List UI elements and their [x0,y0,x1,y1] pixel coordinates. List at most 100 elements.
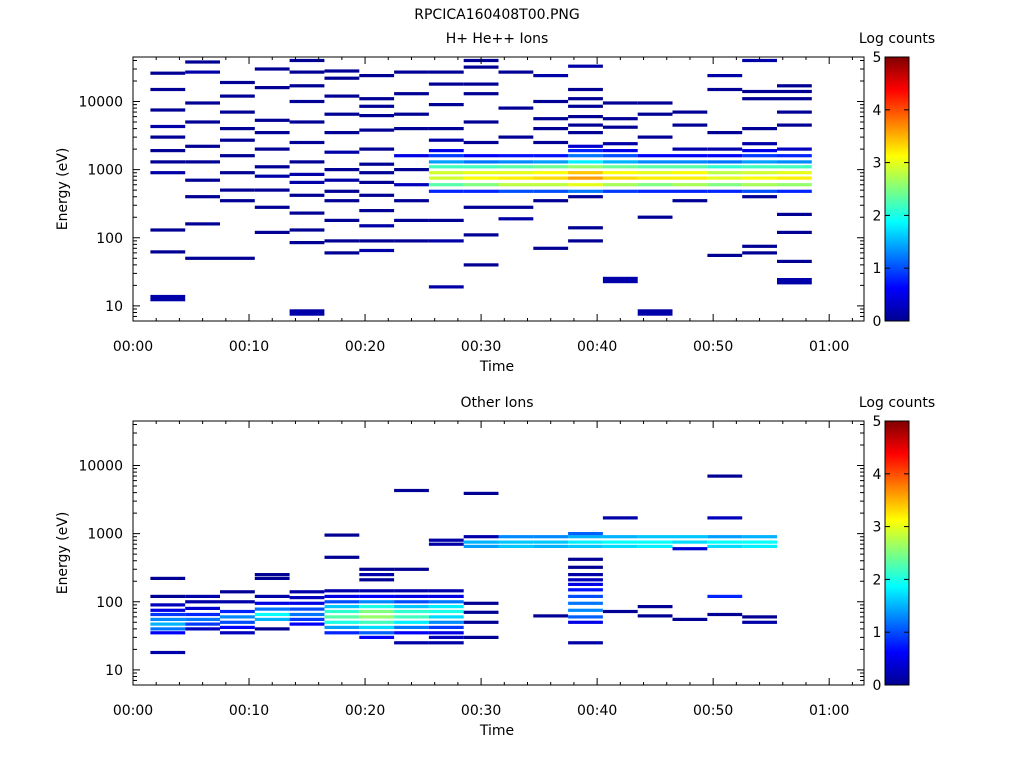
x-tick-label: 00:10 [229,339,269,355]
heatmap-cell [637,189,673,193]
heatmap-cells [150,474,777,655]
heatmap-cell [185,160,220,164]
plot-frame [132,56,865,322]
heatmap-cell [254,230,290,234]
heatmap-cell [150,87,186,92]
heatmap-cell [394,615,429,619]
heatmap-cell [289,160,325,164]
y-tick-label: 10 [105,663,123,679]
heatmap-cell [150,650,186,655]
heatmap-cell [498,171,534,175]
heatmap-cell [289,84,325,88]
heatmap-cell [568,189,603,193]
heatmap-cell [220,138,255,142]
heatmap-cell [359,104,395,108]
heatmap-cell [602,142,638,146]
heatmap-cell [742,142,777,146]
heatmap-cell [289,140,325,145]
heatmap-cell [568,582,603,586]
heatmap-cell [324,69,360,73]
heatmap-cell [742,154,777,158]
heatmap-cell [324,112,360,116]
heatmap-cell [672,617,708,621]
heatmap-cell [428,615,464,619]
colorbar-label: Log counts [859,395,935,411]
heatmap-cell [185,256,220,260]
heatmap-cell [150,250,186,254]
heatmap-cell [359,97,395,101]
axes: 00:00 00:10 00:20 00:30 00:40 00:50 01:00 10 100… [78,421,864,719]
heatmap-cell [777,189,812,193]
heatmap-cell [777,176,812,180]
heatmap-cell [428,609,464,614]
heatmap-cell [150,612,186,617]
heatmap-cell [324,150,360,154]
heatmap-cell [777,171,812,175]
heatmap-cell [359,615,395,619]
heatmap-cell [359,578,395,582]
heatmap-cell [533,74,569,78]
heatmap-cell [672,535,708,539]
heatmap-cell [359,594,395,598]
heatmap-cell [324,251,360,255]
heatmap-cell [220,631,255,635]
heatmap-cell [568,226,603,230]
heatmap-cell [394,605,429,609]
heatmap-cell [220,154,255,158]
heatmap-cell [150,617,186,621]
heatmap-cell [428,70,464,74]
heatmap-cell [637,154,673,158]
heatmap-cell [707,474,743,478]
heatmap-cell [777,165,812,169]
heatmap-cell [428,165,464,169]
heatmap-cell [463,263,499,267]
heatmap-cell [777,97,812,101]
heatmap-cell [150,608,186,612]
heatmap-cell [533,127,569,131]
heatmap-cell [428,176,464,180]
colorbar-tick-label: 5 [873,50,882,66]
colorbar [884,420,910,686]
heatmap-cell [637,135,673,139]
heatmap-cell [672,165,708,169]
heatmap-cell [742,97,777,101]
colorbar-tick-label: 0 [873,678,882,694]
figure-title: RPCICA160408T00.PNG [414,7,579,23]
heatmap-cell [568,144,603,148]
heatmap-cell [777,230,812,234]
heatmap-cell [220,609,255,614]
heatmap-cell [637,309,673,316]
heatmap-cell [568,97,603,101]
heatmap-cell [289,241,325,245]
heatmap-cell [359,631,395,635]
heatmap-cell [254,188,290,192]
heatmap-cell [742,195,777,199]
heatmap-cell [463,491,499,495]
heatmap-cell [359,128,395,132]
heatmap-cell [185,70,220,74]
heatmap-cell [324,615,360,619]
heatmap-cell [707,131,743,135]
heatmap-cell [602,516,638,520]
heatmap-cell [289,211,325,215]
x-tick-label: 00:20 [345,703,385,719]
heatmap-cell [602,149,638,153]
heatmap-cell [185,617,220,621]
heatmap-cell [428,183,464,187]
heatmap-cell [463,154,499,158]
heatmap-cell [498,544,534,548]
heatmap-cell [707,594,743,598]
heatmap-cell [428,641,464,645]
heatmap-cell [254,627,290,631]
heatmap-cell [533,246,569,250]
heatmap-cell [672,199,708,203]
heatmap-cell [602,540,638,544]
heatmap-cell [742,620,777,624]
heatmap-cell [324,76,360,80]
heatmap-cell [428,542,464,546]
heatmap-cell [568,608,603,612]
heatmap-cell [672,154,708,158]
heatmap-cell [394,625,429,629]
heatmap-cell [498,160,534,164]
heatmap-cell [568,594,603,598]
